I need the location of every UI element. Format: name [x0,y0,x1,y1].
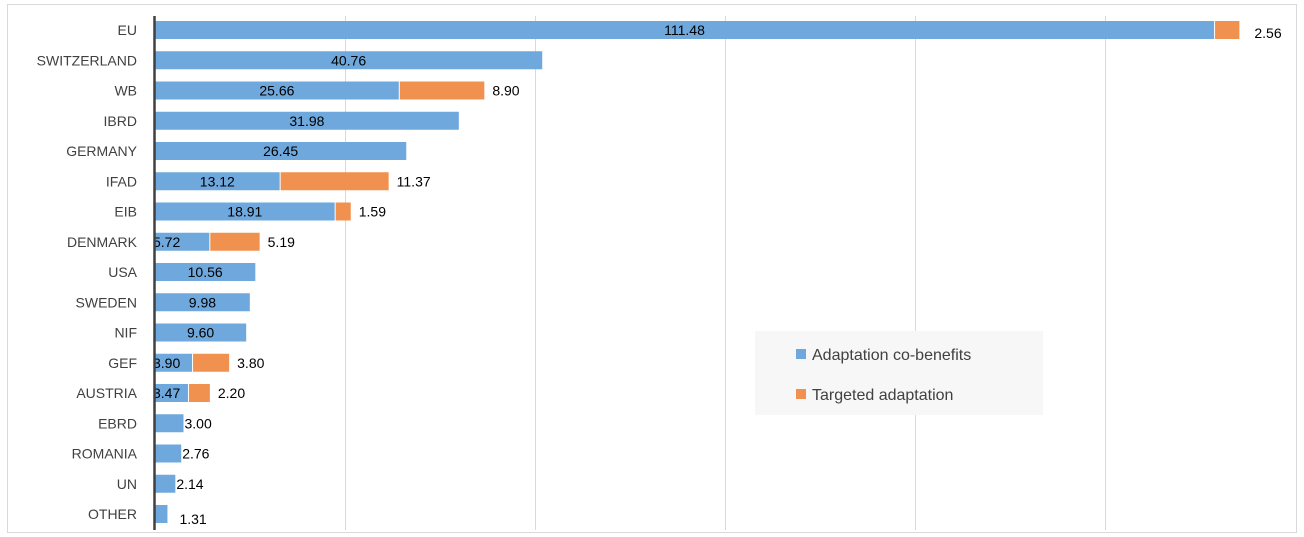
category-label-eib: EIB [114,204,137,220]
category-label-sweden: SWEDEN [76,294,137,310]
value-label-targeted-adaptation-ifad: 11.37 [397,173,431,189]
bar-targeted-adaptation-wb [399,81,485,100]
value-label-adaptation-co-benefits-denmark: 5.72 [153,234,180,250]
value-label-adaptation-co-benefits-austria: 3.47 [153,385,180,401]
gridlines [345,16,1106,530]
bar-targeted-adaptation-denmark [210,232,260,251]
value-label-adaptation-co-benefits-eu: 111.48 [664,22,705,38]
bar-adaptation-co-benefits-sweden [155,293,250,312]
category-label-wb: WB [114,83,137,99]
bar-adaptation-co-benefits-other [155,505,168,523]
value-label-adaptation-co-benefits-sweden: 9.98 [189,294,216,310]
bar-targeted-adaptation-eu [1215,21,1240,39]
value-label-targeted-adaptation-wb: 8.90 [492,83,519,99]
legend-swatch-targeted-adaptation [796,389,806,399]
bar-targeted-adaptation-austria [188,384,210,402]
bar-adaptation-co-benefits-austria [155,384,188,402]
legend-label-adaptation-co-benefits: Adaptation co-benefits [812,347,971,364]
value-label-adaptation-co-benefits-eib: 18.91 [227,204,262,220]
category-label-germany: GERMANY [66,143,137,159]
legend-swatch-adaptation-co-benefits [796,349,806,359]
bar-targeted-adaptation-ifad [280,172,389,191]
category-label-un: UN [117,476,137,492]
bar-adaptation-co-benefits-switzerland [155,51,543,70]
bar-targeted-adaptation-eib [335,202,351,221]
value-label-adaptation-co-benefits-switzerland: 40.76 [331,52,366,68]
category-label-ifad: IFAD [106,173,137,189]
bar-adaptation-co-benefits-usa [155,263,256,281]
value-label-adaptation-co-benefits-un: 2.14 [176,476,203,492]
legend: Adaptation co-benefits Targeted adaptati… [755,331,1043,415]
category-label-romania: ROMANIA [72,446,138,462]
value-label-adaptation-co-benefits-wb: 25.66 [259,83,294,99]
category-label-other: OTHER [88,506,137,522]
value-label-targeted-adaptation-gef: 3.80 [237,355,264,371]
category-label-austria: AUSTRIA [76,385,137,401]
bar-adaptation-co-benefits-germany [155,142,407,160]
legend-label-targeted-adaptation: Targeted adaptation [812,387,953,404]
legend-background [755,331,1043,415]
value-label-adaptation-co-benefits-other: 1.31 [179,511,206,527]
category-label-eu: EU [118,22,137,38]
value-label-targeted-adaptation-eu: 2.56 [1254,25,1281,41]
bars [155,21,1240,523]
bar-adaptation-co-benefits-un [155,474,176,493]
value-label-adaptation-co-benefits-usa: 10.56 [188,264,223,280]
category-label-ebrd: EBRD [98,415,137,431]
bar-adaptation-co-benefits-ibrd [155,111,459,130]
value-label-adaptation-co-benefits-romania: 2.76 [182,446,209,462]
value-label-targeted-adaptation-denmark: 5.19 [268,234,295,250]
category-label-usa: USA [108,264,137,280]
bar-targeted-adaptation-gef [193,353,230,372]
value-label-adaptation-co-benefits-ibrd: 31.98 [289,113,324,129]
category-label-gef: GEF [108,355,137,371]
bar-adaptation-co-benefits-wb [155,81,399,100]
bar-adaptation-co-benefits-eu [155,21,1215,39]
value-label-adaptation-co-benefits-nif: 9.60 [187,325,214,341]
value-label-adaptation-co-benefits-ifad: 13.12 [200,173,235,189]
labels: EU 111.48 2.56 SWITZERLAND 40.76 WB 25.66 8.90 I… [37,22,1282,527]
value-label-adaptation-co-benefits-germany: 26.45 [263,143,298,159]
bar-adaptation-co-benefits-nif [155,323,247,342]
value-label-adaptation-co-benefits-ebrd: 3.00 [185,415,212,431]
value-label-targeted-adaptation-eib: 1.59 [359,204,386,220]
bar-adaptation-co-benefits-ifad [155,172,280,191]
bar-adaptation-co-benefits-gef [155,353,193,372]
bar-adaptation-co-benefits-ebrd [155,414,184,433]
category-label-denmark: DENMARK [67,234,138,250]
category-label-switzerland: SWITZERLAND [37,52,137,68]
bar-adaptation-co-benefits-denmark [155,232,210,251]
value-label-adaptation-co-benefits-gef: 3.90 [153,355,180,371]
bar-adaptation-co-benefits-eib [155,202,335,221]
value-label-targeted-adaptation-austria: 2.20 [218,385,245,401]
category-label-ibrd: IBRD [104,113,137,129]
category-label-nif: NIF [114,325,137,341]
bar-adaptation-co-benefits-romania [155,444,182,463]
